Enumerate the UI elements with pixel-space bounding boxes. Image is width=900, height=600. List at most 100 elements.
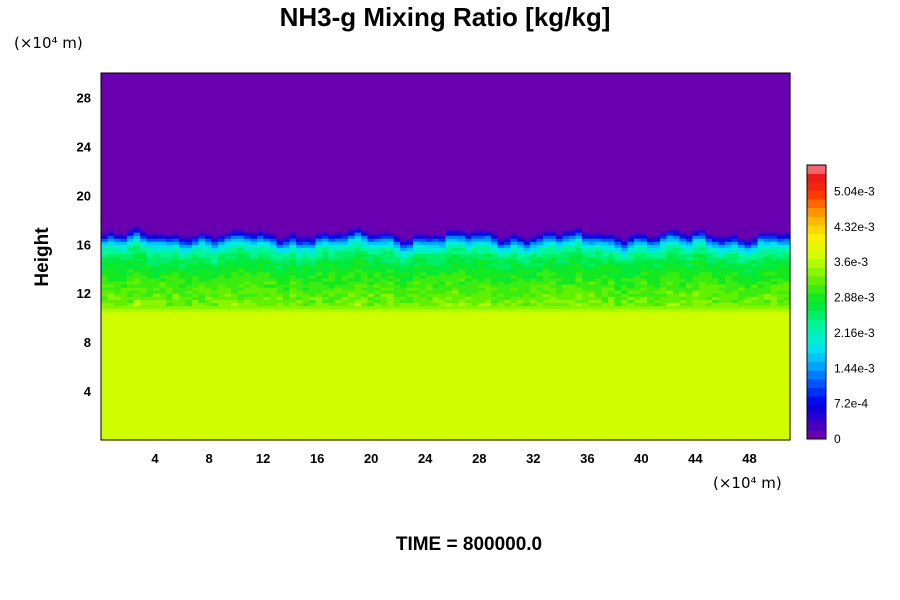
heatmap-cell bbox=[322, 256, 330, 264]
heatmap-cell bbox=[686, 253, 694, 258]
heatmap-cell bbox=[231, 232, 239, 236]
heatmap-cell bbox=[764, 247, 772, 251]
heatmap-cell bbox=[198, 244, 206, 248]
heatmap-cell bbox=[692, 235, 700, 239]
heatmap-cell bbox=[439, 238, 447, 242]
heatmap-cell bbox=[413, 302, 421, 310]
heatmap-cell bbox=[127, 271, 135, 276]
heatmap-cell bbox=[673, 308, 681, 313]
heatmap-cell bbox=[283, 299, 291, 307]
heatmap-cell bbox=[718, 250, 726, 255]
heatmap-cell bbox=[699, 250, 707, 255]
heatmap-cell bbox=[224, 241, 232, 245]
heatmap-cell bbox=[647, 259, 655, 270]
heatmap-cell bbox=[328, 259, 336, 264]
heatmap-cell bbox=[426, 293, 434, 297]
heatmap-cell bbox=[114, 247, 122, 251]
heatmap-cell bbox=[205, 238, 213, 242]
heatmap-cell bbox=[341, 305, 349, 310]
heatmap-cell bbox=[296, 274, 304, 279]
heatmap-cell bbox=[140, 238, 148, 242]
heatmap-cell bbox=[107, 302, 115, 310]
heatmap-cell bbox=[738, 250, 746, 255]
heatmap-cell bbox=[588, 305, 596, 310]
heatmap-cell bbox=[244, 293, 252, 297]
heatmap-cell bbox=[179, 241, 187, 245]
heatmap-cell bbox=[107, 311, 115, 441]
heatmap-cell bbox=[608, 232, 616, 236]
heatmap-cell bbox=[218, 308, 226, 313]
heatmap-cell bbox=[114, 262, 122, 267]
heatmap-cell bbox=[276, 238, 284, 242]
heatmap-cell bbox=[309, 250, 317, 255]
heatmap-cell bbox=[601, 308, 609, 313]
heatmap-cell bbox=[250, 256, 258, 261]
heatmap-cell bbox=[205, 296, 213, 300]
heatmap-cell bbox=[192, 287, 200, 291]
heatmap-cell bbox=[374, 293, 382, 297]
heatmap-cell bbox=[283, 284, 291, 288]
heatmap-cell bbox=[192, 241, 200, 245]
colorbar-cells bbox=[807, 164, 826, 440]
heatmap-cell bbox=[770, 277, 778, 282]
heatmap-cell bbox=[653, 311, 661, 441]
heatmap-cell bbox=[660, 247, 668, 251]
heatmap-cell bbox=[640, 247, 648, 251]
heatmap-cell bbox=[114, 280, 122, 294]
heatmap-cell bbox=[458, 299, 466, 303]
heatmap-cell bbox=[413, 235, 421, 239]
heatmap-cell bbox=[673, 293, 681, 303]
heatmap-cell bbox=[159, 274, 167, 279]
heatmap-cell bbox=[471, 256, 479, 270]
heatmap-cell bbox=[185, 244, 193, 248]
heatmap-cell bbox=[211, 271, 219, 276]
heatmap-cell bbox=[478, 73, 486, 230]
heatmap-cell bbox=[634, 247, 642, 251]
heatmap-cell bbox=[127, 238, 135, 242]
heatmap-cell bbox=[367, 235, 375, 239]
heatmap-cell bbox=[692, 265, 700, 270]
heatmap-cell bbox=[679, 253, 687, 261]
heatmap-cell bbox=[224, 250, 232, 261]
heatmap-cell bbox=[770, 250, 778, 255]
heatmap-cell bbox=[133, 253, 141, 264]
heatmap-cell bbox=[120, 241, 128, 245]
heatmap-cell bbox=[393, 238, 401, 242]
heatmap-cell bbox=[250, 259, 258, 270]
heatmap-cell bbox=[205, 250, 213, 255]
heatmap-cell bbox=[283, 238, 291, 242]
heatmap-cell bbox=[367, 311, 375, 441]
heatmap-cell bbox=[185, 271, 193, 285]
heatmap-cell bbox=[380, 290, 388, 294]
heatmap-cell bbox=[289, 253, 297, 261]
heatmap-cell bbox=[419, 256, 427, 267]
heatmap-cell bbox=[653, 259, 661, 264]
heatmap-cell bbox=[640, 271, 648, 276]
heatmap-cell bbox=[179, 238, 187, 242]
heatmap-cell bbox=[445, 256, 453, 270]
heatmap-cell bbox=[400, 287, 408, 297]
heatmap-cell bbox=[627, 235, 635, 239]
heatmap-cell bbox=[185, 250, 193, 255]
heatmap-cell bbox=[205, 280, 213, 288]
heatmap-cell bbox=[315, 232, 323, 236]
heatmap-cell bbox=[328, 244, 336, 248]
heatmap-cell bbox=[374, 253, 382, 258]
heatmap-cell bbox=[283, 235, 291, 239]
heatmap-cell bbox=[426, 311, 434, 441]
heatmap-cell bbox=[426, 253, 434, 264]
heatmap-cell bbox=[231, 247, 239, 251]
heatmap-cell bbox=[341, 299, 349, 307]
heatmap-cell bbox=[348, 244, 356, 248]
heatmap-cell bbox=[224, 235, 232, 239]
heatmap-cell bbox=[302, 265, 310, 273]
heatmap-cell bbox=[458, 232, 466, 236]
heatmap-cell bbox=[731, 262, 739, 273]
heatmap-cell bbox=[374, 284, 382, 288]
heatmap-cell bbox=[159, 280, 167, 288]
colorbar-cell bbox=[807, 336, 826, 346]
heatmap-cell bbox=[367, 238, 375, 242]
heatmap-cell bbox=[361, 238, 369, 242]
heatmap-cell bbox=[270, 287, 278, 307]
colorbar-cell bbox=[807, 387, 826, 397]
